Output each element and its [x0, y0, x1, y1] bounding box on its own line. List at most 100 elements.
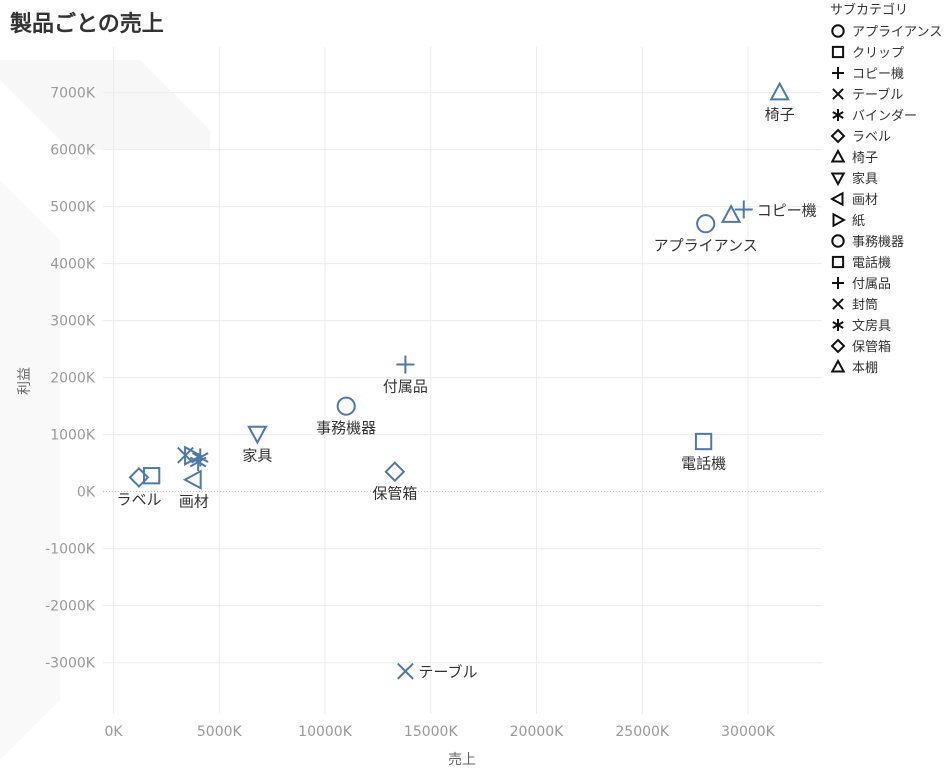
legend-item-label: 椅子	[852, 151, 879, 166]
legend-items: アプライアンス クリップコピー機 テーブル バインダーラベル椅子 家具画材紙事務機器 電話…	[830, 20, 942, 377]
data-point	[189, 453, 207, 472]
grid-lines	[103, 47, 822, 714]
y-tick-label: 3000K	[50, 314, 96, 330]
legend-item[interactable]: 文房具	[830, 314, 942, 335]
y-tick-label: 6000K	[50, 143, 96, 159]
legend-item[interactable]: バインダー	[830, 104, 942, 125]
legend-item-label: 紙	[852, 214, 866, 229]
legend-item[interactable]: クリップ	[830, 41, 942, 62]
legend-marker	[831, 255, 845, 268]
x-tick-label: 30000K	[721, 724, 776, 740]
legend-item-label: 画材	[852, 193, 879, 208]
legend-item-label: 保管箱	[852, 340, 892, 355]
legend-marker	[830, 172, 846, 186]
y-tick-label: 1000K	[50, 428, 96, 444]
chart-title: 製品ごとの売上	[10, 12, 164, 37]
legend-marker	[832, 276, 844, 289]
data-label: ラベル	[116, 490, 161, 508]
legend-item[interactable]: 紙	[830, 209, 942, 230]
triangle-down-icon	[830, 172, 846, 186]
y-axis-ticks: -3000K -2000K -1000K 0K 1000K 2000K 3000K 4000K…	[45, 86, 96, 672]
y-tick-label: -1000K	[45, 542, 96, 558]
legend-item[interactable]: 家具	[830, 167, 942, 188]
x-tick-label: 5000K	[197, 724, 243, 740]
legend-marker	[832, 108, 844, 121]
legend-item[interactable]: 画材	[830, 188, 942, 209]
data-label: 保管箱	[372, 485, 417, 503]
circle-icon	[831, 23, 845, 38]
y-tick-label: 7000K	[50, 86, 96, 102]
y-tick-label: 2000K	[50, 371, 96, 387]
x-tick-label: 25000K	[615, 724, 670, 740]
data-point	[182, 469, 202, 490]
x-tick-label: 10000K	[298, 724, 353, 740]
legend-marker	[832, 318, 844, 331]
y-tick-label: 4000K	[50, 257, 96, 273]
legend-item[interactable]: アプライアンス	[830, 20, 942, 41]
legend-item[interactable]: 椅子	[830, 146, 942, 167]
legend-item[interactable]: 本棚	[830, 356, 942, 377]
triangle-right-icon	[832, 212, 846, 227]
legend-item[interactable]: 付属品	[830, 272, 942, 293]
data-point	[336, 396, 356, 416]
legend-item-label: 付属品	[852, 277, 892, 292]
legend-item[interactable]: ラベル	[830, 125, 942, 146]
x-axis-label: 売上	[448, 752, 476, 768]
legend-item[interactable]: 保管箱	[830, 335, 942, 356]
legend-item-label: 本棚	[852, 361, 879, 376]
square-icon	[831, 45, 845, 58]
x-tick-label: 20000K	[510, 724, 565, 740]
data-point	[720, 204, 742, 223]
legend-marker	[832, 87, 844, 100]
data-label: 画材	[179, 493, 209, 511]
legend-marker	[830, 191, 844, 206]
diamond-icon	[830, 128, 846, 143]
legend-item-label: 封筒	[852, 298, 879, 313]
plus-icon	[832, 276, 844, 289]
legend-marker	[831, 23, 845, 38]
data-point	[769, 81, 790, 101]
data-label: 椅子	[765, 106, 795, 124]
legend-marker	[830, 128, 846, 143]
legend-item-label: アプライアンス	[852, 25, 943, 40]
legend-item[interactable]: コピー機	[830, 62, 942, 83]
triangle-up-icon	[830, 148, 846, 162]
data-point	[247, 425, 268, 445]
data-point	[384, 461, 406, 483]
legend-marker	[830, 338, 846, 353]
x-icon	[832, 87, 844, 100]
legend: サブカテゴリ アプライアンス クリップコピー機 テーブル バインダーラベル椅子 家具画材…	[830, 2, 942, 377]
x-tick-label: 0K	[105, 724, 124, 740]
triangle-left-icon	[830, 191, 844, 206]
data-label: アプライアンス	[654, 237, 758, 255]
data-label: 家具	[242, 447, 272, 465]
y-tick-label: -3000K	[45, 656, 96, 672]
legend-marker	[832, 297, 844, 310]
square-icon	[831, 255, 845, 268]
legend-item-label: クリップ	[852, 46, 905, 61]
data-point	[397, 662, 414, 680]
legend-item[interactable]: 事務機器	[830, 230, 942, 251]
legend-item[interactable]: 電話機	[830, 251, 942, 272]
data-label: 電話機	[681, 454, 726, 472]
legend-item[interactable]: 封筒	[830, 293, 942, 314]
data-label: コピー機	[757, 201, 817, 219]
y-tick-label: 5000K	[50, 200, 96, 216]
legend-marker	[831, 45, 845, 58]
triangle-up-icon	[830, 358, 846, 372]
legend-title: サブカテゴリ	[830, 3, 909, 18]
x-axis-ticks: 0K 5000K 10000K 15000K 20000K 25000K 30000K	[105, 724, 776, 740]
data-point	[128, 467, 150, 488]
legend-item-label: コピー機	[852, 67, 905, 82]
asterisk-icon	[832, 318, 844, 331]
y-axis-label: 利益	[17, 367, 33, 395]
data-points	[128, 81, 790, 680]
diamond-icon	[830, 338, 846, 353]
x-tick-label: 15000K	[404, 724, 459, 740]
legend-item-label: ラベル	[852, 130, 892, 145]
legend-item[interactable]: テーブル	[830, 83, 942, 104]
data-point	[734, 200, 753, 219]
y-tick-label: 0K	[77, 485, 96, 501]
asterisk-icon	[832, 108, 844, 121]
